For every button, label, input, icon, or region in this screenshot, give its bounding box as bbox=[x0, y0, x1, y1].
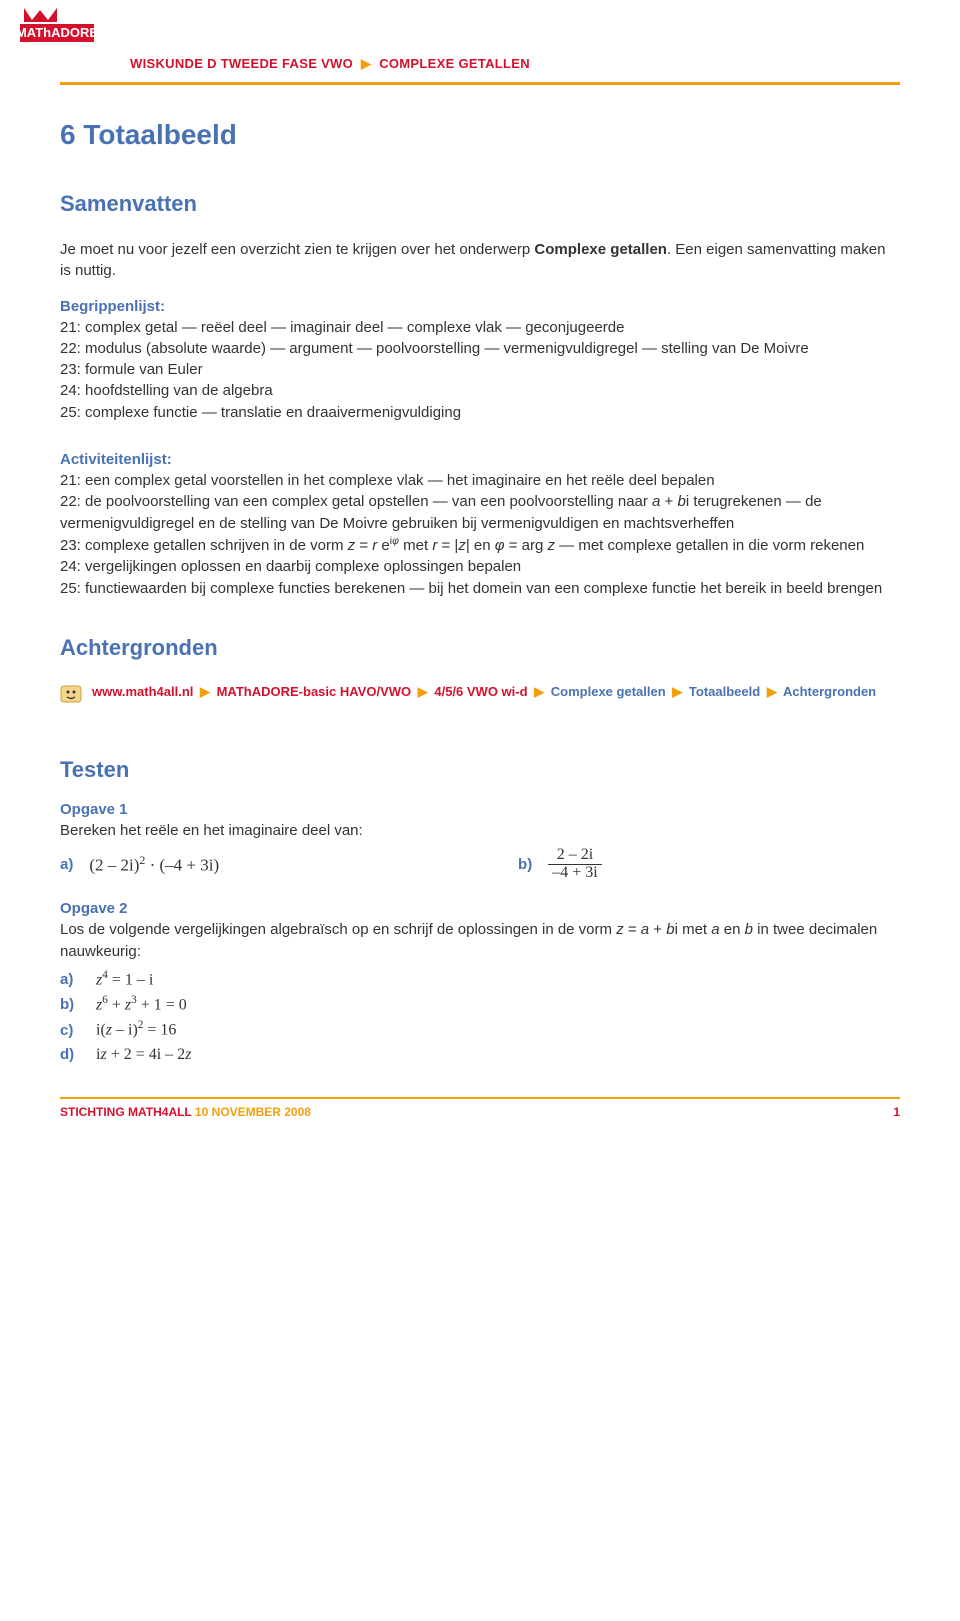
lede-strong: Complexe getallen bbox=[534, 241, 667, 258]
svg-text:MAThADORE: MAThADORE bbox=[20, 25, 94, 40]
achtergronden-link-text: www.math4all.nl ▶ MAThADORE-basic HAVO/V… bbox=[92, 683, 876, 702]
opgave2-part: a)z4 = 1 – i bbox=[60, 967, 900, 992]
header-left: WISKUNDE D TWEEDE FASE VWO bbox=[130, 56, 353, 71]
begrippen-line: 21: complex getal — reëel deel — imagina… bbox=[60, 317, 900, 338]
opgave1-b-label: b) bbox=[518, 856, 532, 873]
part-label: a) bbox=[60, 969, 96, 992]
begrippen-line: 25: complexe functie — translatie en dra… bbox=[60, 402, 900, 423]
footer-page-number: 1 bbox=[893, 1105, 900, 1119]
section-testen-heading: Testen bbox=[60, 757, 900, 783]
footer-left: STICHTING MATH4ALL 10 NOVEMBER 2008 bbox=[60, 1105, 311, 1119]
opgave2-intro: Los de volgende vergelijkingen algebraïs… bbox=[60, 919, 900, 963]
frac-num: 2 – 2i bbox=[548, 847, 601, 864]
header-right: COMPLEXE GETALLEN bbox=[379, 56, 530, 71]
section-samenvatten-heading: Samenvatten bbox=[60, 191, 900, 217]
activiteiten-line: 21: een complex getal voorstellen in het… bbox=[60, 470, 900, 491]
footer-date: 10 NOVEMBER 2008 bbox=[195, 1105, 311, 1119]
activiteiten-line: 25: functiewaarden bij complexe functies… bbox=[60, 578, 900, 599]
part-expr: z6 + z3 + 1 = 0 bbox=[96, 992, 187, 1017]
opgave-1: Opgave 1 Bereken het reële en het imagin… bbox=[60, 801, 900, 882]
activiteiten-line: 22: de poolvoorstelling van een complex … bbox=[60, 491, 900, 534]
activiteiten-title: Activiteitenlijst: bbox=[60, 451, 900, 468]
part-label: b) bbox=[60, 994, 96, 1017]
breadcrumb-header: WISKUNDE D TWEEDE FASE VWO ▶ COMPLEXE GE… bbox=[130, 40, 900, 72]
opgave1-a-expr: (2 – 2i)2 · (–4 + 3i) bbox=[89, 853, 219, 876]
part-expr: z4 = 1 – i bbox=[96, 967, 153, 992]
logo: MAThADORE bbox=[20, 8, 94, 51]
achtergronden-link[interactable]: www.math4all.nl ▶ MAThADORE-basic HAVO/V… bbox=[60, 683, 900, 711]
opgave1-intro: Bereken het reële en het imaginaire deel… bbox=[60, 820, 900, 842]
begrippen-line: 24: hoofdstelling van de algebra bbox=[60, 380, 900, 401]
section-achtergronden-heading: Achtergronden bbox=[60, 635, 900, 661]
divider-bottom bbox=[60, 1097, 900, 1099]
opgave2-part: d)iz + 2 = 4i – 2z bbox=[60, 1043, 900, 1067]
begrippen-title: Begrippenlijst: bbox=[60, 298, 900, 315]
begrippen-line: 22: modulus (absolute waarde) — argument… bbox=[60, 338, 900, 359]
opgave1-title: Opgave 1 bbox=[60, 801, 900, 818]
activiteiten-line: 24: vergelijkingen oplossen en daarbij c… bbox=[60, 556, 900, 577]
book-icon bbox=[60, 683, 82, 711]
part-expr: iz + 2 = 4i – 2z bbox=[96, 1043, 191, 1067]
part-label: c) bbox=[60, 1020, 96, 1043]
opgave1-a-label: a) bbox=[60, 856, 73, 873]
part-label: d) bbox=[60, 1044, 96, 1067]
divider-top bbox=[60, 82, 900, 85]
part-expr: i(z – i)2 = 16 bbox=[96, 1017, 176, 1042]
page-title: 6 Totaalbeeld bbox=[60, 119, 900, 151]
frac-den: –4 + 3i bbox=[548, 864, 601, 882]
begrippenlijst: Begrippenlijst: 21: complex getal — reëe… bbox=[60, 298, 900, 423]
opgave2-part: b)z6 + z3 + 1 = 0 bbox=[60, 992, 900, 1017]
samenvatten-lede: Je moet nu voor jezelf een overzicht zie… bbox=[60, 239, 900, 282]
activiteitenlijst: Activiteitenlijst: 21: een complex getal… bbox=[60, 451, 900, 599]
lede-pre: Je moet nu voor jezelf een overzicht zie… bbox=[60, 241, 534, 258]
page-footer: STICHTING MATH4ALL 10 NOVEMBER 2008 1 bbox=[60, 1105, 900, 1119]
opgave2-part: c)i(z – i)2 = 16 bbox=[60, 1017, 900, 1042]
activiteiten-line: 23: complexe getallen schrijven in de vo… bbox=[60, 534, 900, 556]
opgave2-title: Opgave 2 bbox=[60, 900, 900, 917]
footer-org: STICHTING MATH4ALL bbox=[60, 1105, 192, 1119]
opgave-2: Opgave 2 Los de volgende vergelijkingen … bbox=[60, 900, 900, 1066]
opgave1-b-expr: 2 – 2i –4 + 3i bbox=[548, 847, 601, 882]
chevron-right-icon: ▶ bbox=[361, 56, 371, 71]
begrippen-line: 23: formule van Euler bbox=[60, 359, 900, 380]
